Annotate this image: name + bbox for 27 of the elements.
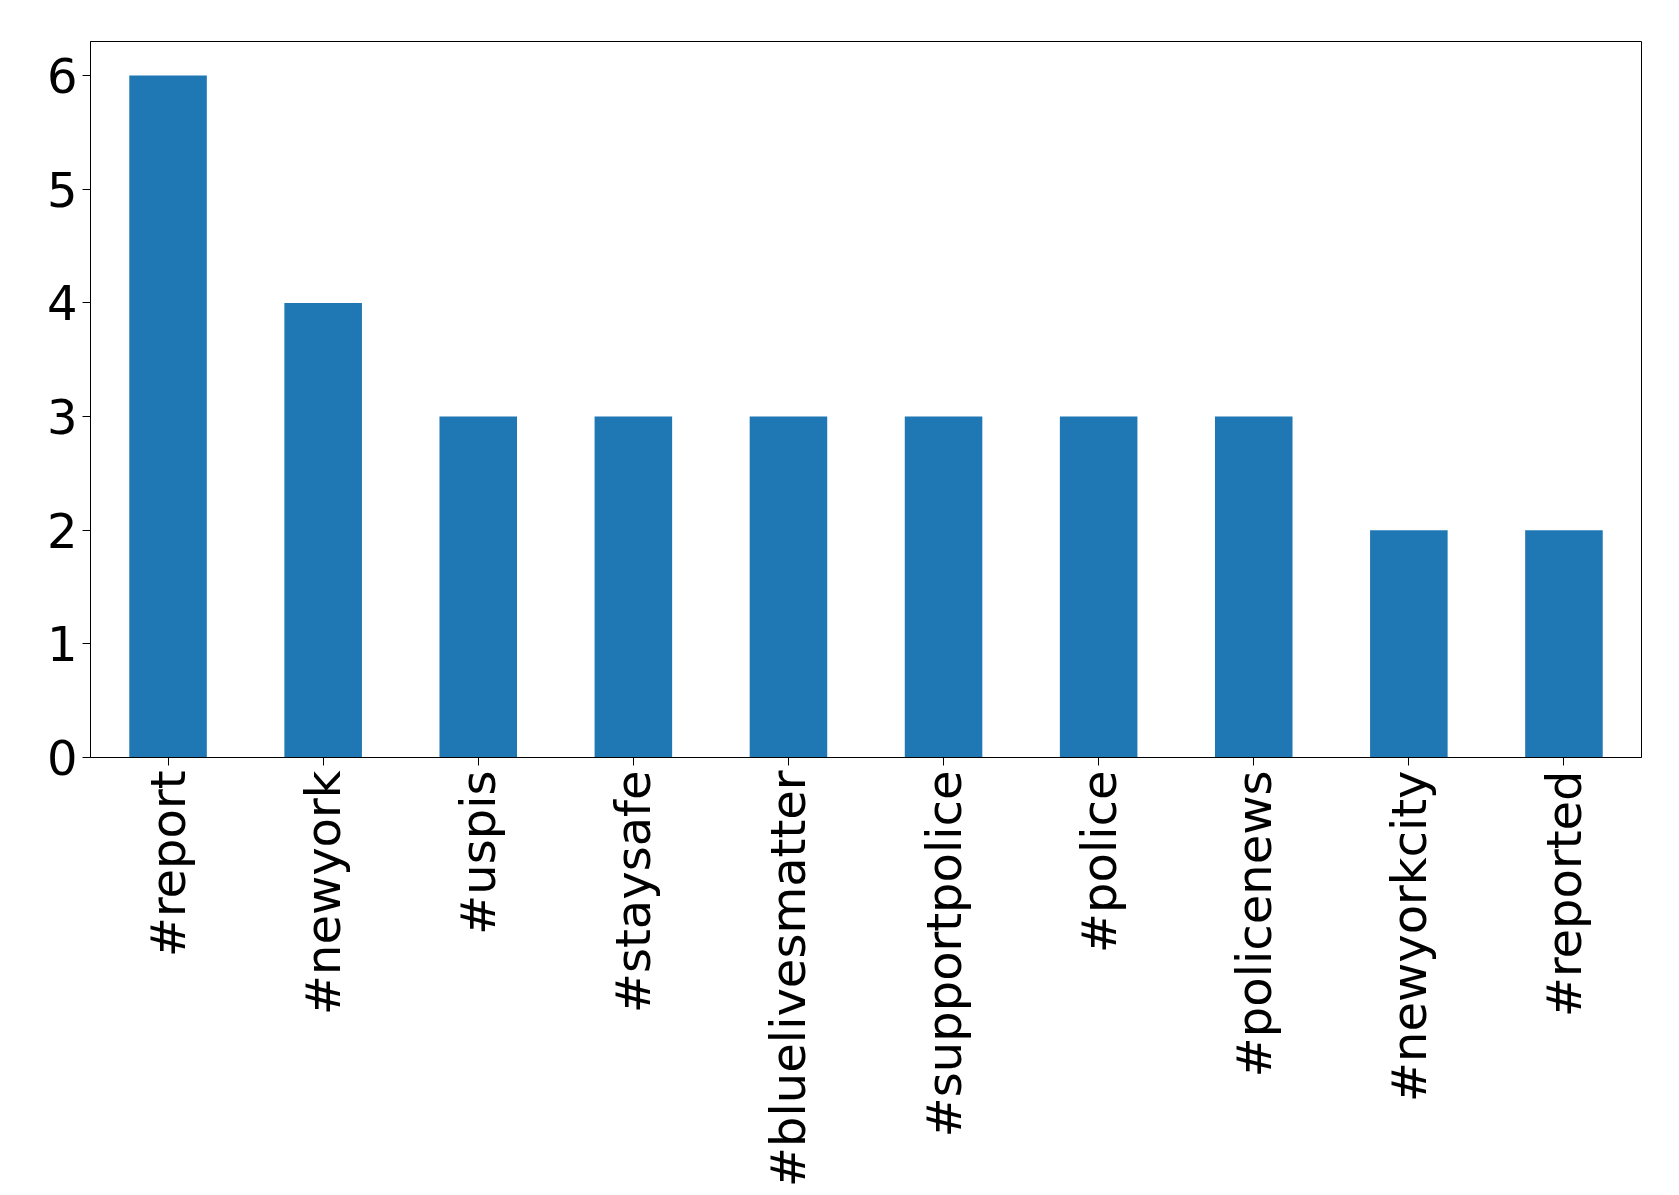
y-tick-label: 6: [46, 48, 78, 105]
y-tick-label: 4: [46, 275, 78, 332]
bar: [439, 416, 518, 758]
bar: [129, 75, 207, 758]
bar: [904, 416, 983, 758]
y-tick-label: 5: [46, 161, 78, 218]
y-tick-label: 2: [46, 502, 78, 559]
bar: [1059, 416, 1138, 758]
bar: [284, 302, 362, 758]
bar: [594, 416, 673, 758]
x-tick-label: #uspis: [450, 770, 507, 935]
y-tick-label: 3: [46, 389, 78, 446]
x-tick-label: #report: [140, 770, 197, 958]
x-tick-label: #staysafe: [605, 770, 662, 1014]
bar: [1370, 530, 1448, 758]
x-tick-label: #reported: [1535, 770, 1592, 1018]
x-tick-label: #police: [1070, 770, 1127, 954]
x-tick-label: #newyork: [295, 770, 352, 1016]
x-tick-label: #bluelivesmatter: [760, 770, 817, 1188]
x-tick-label: #newyorkcity: [1380, 770, 1437, 1103]
bar: [749, 416, 828, 758]
y-tick-label: 0: [46, 730, 78, 786]
x-tick-label: #supportpolice: [915, 770, 972, 1138]
y-tick-label: 1: [46, 616, 78, 673]
bar: [1214, 416, 1293, 758]
x-tick-label: #policenews: [1225, 770, 1282, 1078]
bar: [1525, 530, 1603, 758]
